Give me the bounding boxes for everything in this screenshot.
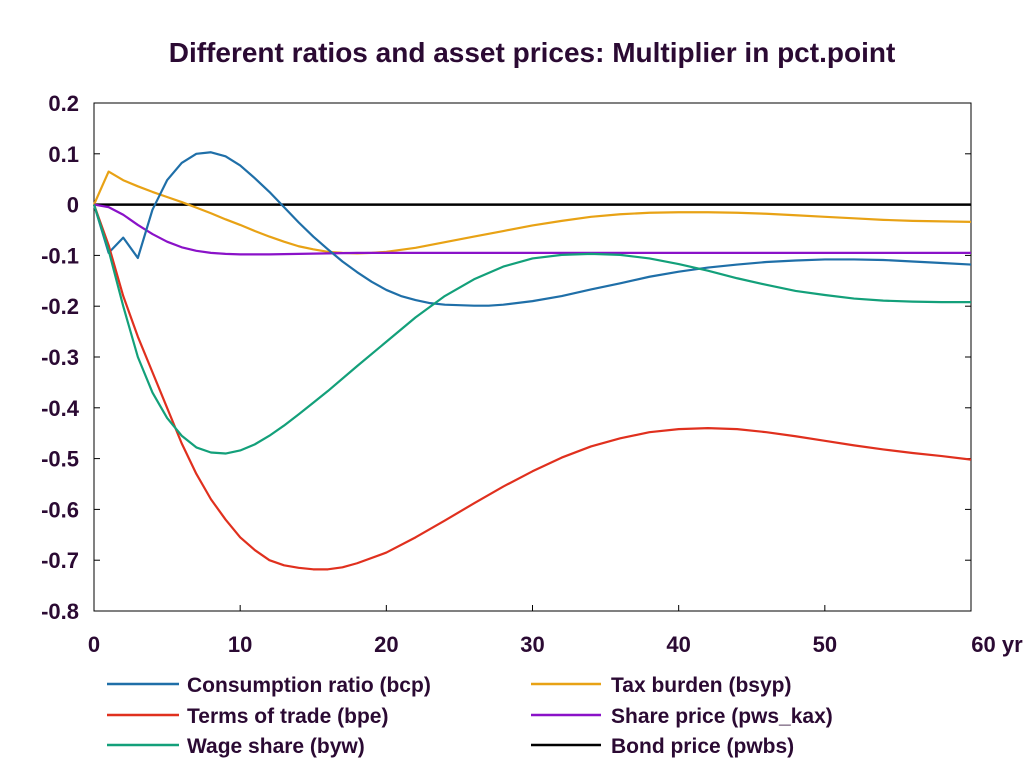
- series-line-tax-burden: [92, 170, 972, 255]
- series-line-wage-share: [92, 204, 971, 455]
- y-tick-label: -0.6: [41, 497, 79, 522]
- y-tick-label: -0.3: [41, 345, 79, 370]
- legend-label-bond-price: Bond price (pwbs): [611, 735, 794, 758]
- y-tick-label: -0.7: [41, 548, 79, 573]
- series-line-share-price: [93, 203, 971, 256]
- y-tick-label: -0.4: [41, 396, 80, 421]
- legend-label-wage-share: Wage share (byw): [187, 735, 365, 758]
- y-tick-label: -0.1: [41, 243, 79, 268]
- x-tick-label: 60 yr: [971, 632, 1023, 657]
- x-tick-label: 20: [374, 632, 398, 657]
- x-tick-label: 0: [88, 632, 100, 657]
- series-line-consumption-ratio: [92, 151, 972, 307]
- y-tick-label: 0.1: [48, 142, 79, 167]
- y-tick-label: -0.2: [41, 294, 79, 319]
- plot-area: [93, 102, 972, 612]
- x-axis-ticks: 0 10 20 30 40 50 60 yr: [88, 605, 1023, 657]
- y-tick-label: -0.5: [41, 447, 79, 472]
- legend-label-share-price: Share price (pws_kax): [611, 705, 833, 728]
- series-line-terms-of-trade: [92, 204, 972, 571]
- legend-label-tax-burden: Tax burden (bsyp): [611, 674, 791, 697]
- y-tick-label: 0: [67, 193, 79, 218]
- legend-label-terms-of-trade: Terms of trade (bpe): [187, 705, 388, 728]
- legend: Consumption ratio (bcp) Terms of trade (b…: [107, 674, 833, 758]
- chart-title: Different ratios and asset prices: Multi…: [169, 37, 896, 68]
- y-axis-ticks: 0.2 0.1 0 -0.1 -0.2 -0.3 -0.4 -0.5 -0.6 -0.7 -0.8: [41, 91, 971, 624]
- x-tick-label: 30: [520, 632, 544, 657]
- x-tick-label: 10: [228, 632, 252, 657]
- y-tick-label: 0.2: [48, 91, 79, 116]
- x-tick-label: 40: [666, 632, 690, 657]
- series-lines: [92, 151, 972, 571]
- legend-label-consumption-ratio: Consumption ratio (bcp): [187, 674, 431, 697]
- y-tick-label: -0.8: [41, 599, 79, 624]
- x-tick-label: 50: [813, 632, 837, 657]
